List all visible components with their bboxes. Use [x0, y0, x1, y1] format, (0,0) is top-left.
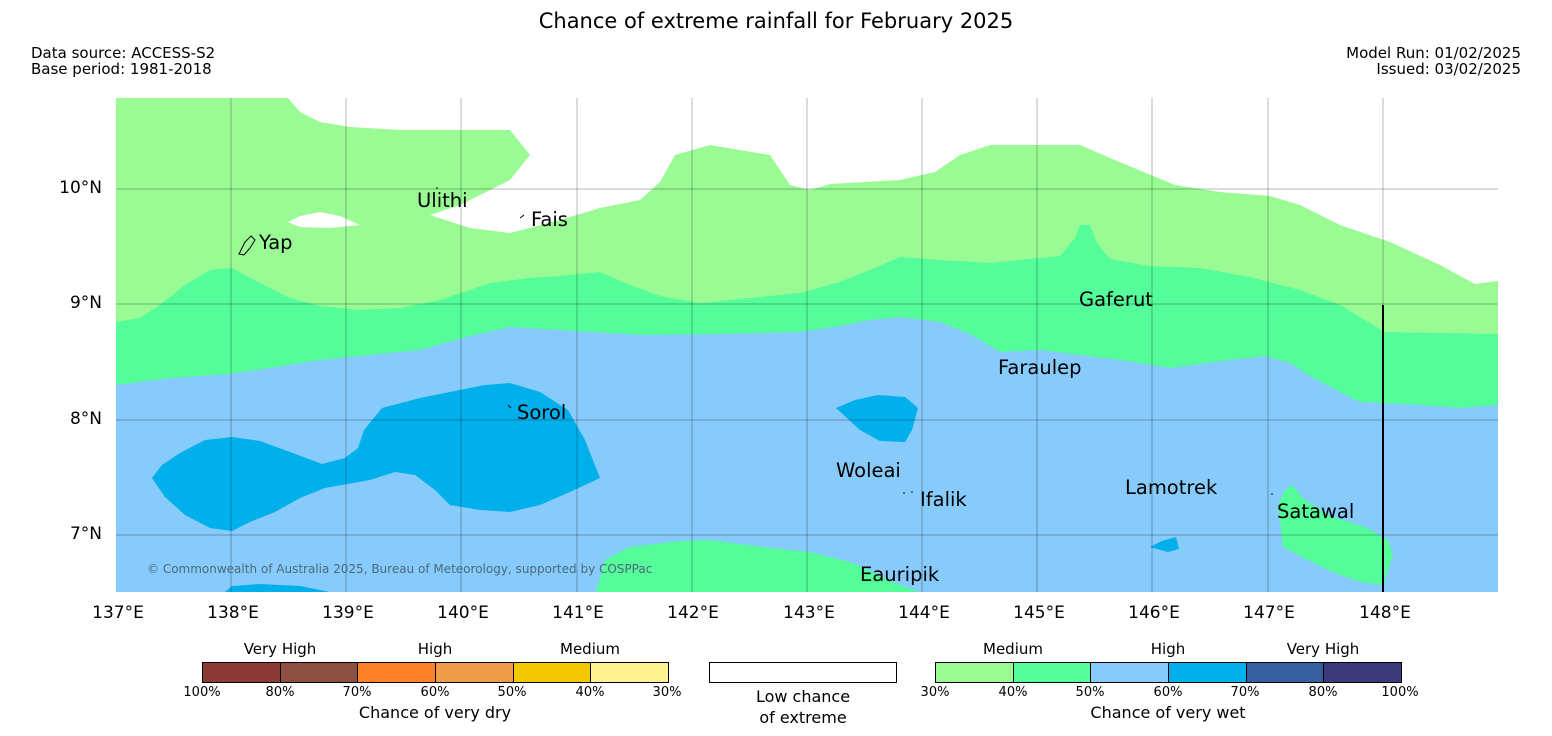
lon-label: 147°E [1243, 603, 1295, 623]
low-chance-hole [288, 212, 360, 228]
swatch-wet-60-70 [1169, 663, 1247, 682]
place-gaferut: Gaferut [1079, 288, 1153, 311]
legend-dry-title: Chance of very dry [358, 703, 512, 722]
place-yap: Yap [259, 231, 293, 254]
lat-label: 8°N [69, 409, 102, 429]
legend-wet: Medium High Very High 30% 40% 50% 60% 70… [921, 640, 1419, 730]
place-satawal: Satawal [1277, 500, 1355, 523]
lon-label: 146°E [1128, 603, 1180, 623]
lat-label: 7°N [69, 524, 102, 544]
wet-high-60-70-region [1150, 537, 1179, 552]
swatch-wet-40-50 [1013, 663, 1092, 682]
legend-tick: 70% [1230, 685, 1260, 700]
swatch-wet-80-100 [1324, 663, 1402, 682]
swatch-wet-50-60 [1091, 663, 1170, 682]
lon-label: 148°E [1359, 603, 1411, 623]
lon-label: 144°E [898, 603, 950, 623]
legend-low-line2: of extreme [759, 708, 847, 727]
place-ifalik: Ifalik [920, 488, 967, 511]
place-faraulep: Faraulep [998, 356, 1082, 379]
lat-label: 10°N [59, 178, 102, 198]
swatch-wet-30-40 [936, 663, 1014, 682]
legend-category: Very High [1286, 640, 1360, 658]
graticule [116, 98, 1498, 592]
legend-dry: Very High High Medium 100% 80% 70% 60% 5… [183, 640, 681, 730]
data-source: Data source: ACCESS-S2 [31, 44, 216, 62]
issued-date: Issued: 03/02/2025 [1376, 60, 1521, 78]
place-ulithi: Ulithi [417, 189, 468, 212]
legend-tick: 60% [1153, 685, 1183, 700]
wet-high-50-60-region [116, 317, 1498, 592]
lon-label: 141°E [552, 603, 604, 623]
meta-right: Model Run: 01/02/2025 Issued: 03/02/2025 [1346, 45, 1521, 77]
legend-tick: 50% [497, 685, 527, 700]
wet-high-60-70-region [225, 584, 330, 592]
fais-island [519, 214, 525, 219]
swatch-dry-60-50 [436, 663, 514, 682]
legend-tick: 80% [265, 685, 295, 700]
legend-dry-colorbar [202, 662, 669, 683]
lon-label: 145°E [1013, 603, 1065, 623]
lon-label: 137°E [92, 603, 144, 623]
place-woleai: Woleai [836, 459, 901, 482]
lon-label: 139°E [322, 603, 374, 623]
legend-low: Low chance of extreme [709, 662, 897, 732]
legend-tick: 30% [652, 685, 682, 700]
model-run: Model Run: 01/02/2025 [1346, 44, 1521, 62]
wet-high-60-70-region [836, 395, 918, 442]
place-sorol: Sorol [517, 401, 567, 424]
swatch-dry-80-70 [280, 663, 359, 682]
swatch-low-chance [709, 662, 897, 683]
meta-left: Data source: ACCESS-S2 Base period: 1981… [31, 45, 215, 77]
legend-low-line1: Low chance [755, 687, 851, 706]
place-lamotrek: Lamotrek [1125, 476, 1218, 499]
map-title: Chance of extreme rainfall for February … [538, 9, 1014, 33]
legend-category: Medium [560, 640, 620, 658]
satawal-island [1271, 493, 1273, 495]
legend-category: Very High [243, 640, 317, 658]
wet-medium-40-50-region [596, 540, 920, 592]
lon-label: 138°E [207, 603, 259, 623]
ulithi-island [436, 187, 438, 189]
swatch-wet-70-80 [1246, 663, 1325, 682]
legend-category: High [417, 640, 453, 658]
base-period: Base period: 1981-2018 [31, 60, 212, 78]
lon-label: 142°E [667, 603, 719, 623]
swatch-dry-70-60 [358, 663, 437, 682]
yap-island [238, 235, 256, 256]
ifalik-island [903, 492, 905, 494]
place-fais: Fais [531, 208, 568, 231]
legend-tick: 100% [1381, 685, 1419, 700]
lon-label: 143°E [783, 603, 835, 623]
lon-label: 140°E [437, 603, 489, 623]
legend-tick: 70% [342, 685, 372, 700]
legend-tick: 30% [920, 685, 950, 700]
legend-category: Medium [983, 640, 1043, 658]
legend-tick: 40% [575, 685, 605, 700]
place-eauripik: Eauripik [860, 563, 940, 586]
ifalik-island [911, 491, 913, 493]
lat-label: 9°N [69, 293, 102, 313]
swatch-dry-40-30 [591, 663, 669, 682]
legend-wet-colorbar [935, 662, 1402, 683]
legend-category: High [1150, 640, 1186, 658]
legend-tick: 40% [998, 685, 1028, 700]
legend-wet-title: Chance of very wet [1090, 703, 1246, 722]
swatch-dry-50-40 [513, 663, 592, 682]
legend-tick: 100% [183, 685, 221, 700]
sorol-island [507, 404, 512, 409]
legend-tick: 50% [1075, 685, 1105, 700]
copyright-notice: © Commonwealth of Australia 2025, Bureau… [147, 562, 653, 576]
legend-tick: 60% [420, 685, 450, 700]
wet-high-60-70-region [152, 383, 600, 531]
swatch-dry-100-80 [203, 663, 281, 682]
wet-medium-40-50-region [1278, 485, 1393, 585]
legend-tick: 80% [1308, 685, 1338, 700]
